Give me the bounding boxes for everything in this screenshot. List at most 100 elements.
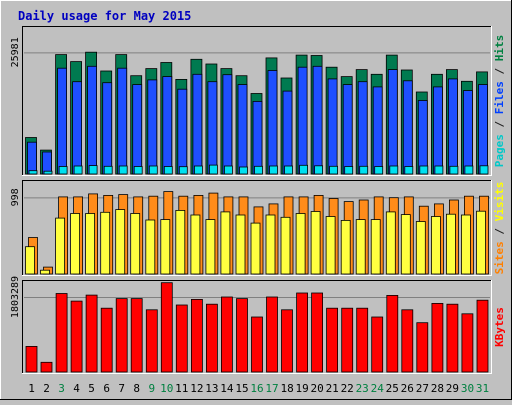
bar-visits-sites-day-18 [280,216,291,275]
chart-panels: 25981 Pages / Files / Hits 998 Sites / Visi… [10,26,506,374]
bar-hits-files-day-3 [57,67,67,175]
bar-kbytes-kbytes-day-23 [356,307,369,373]
bar-visits-sites-day-11 [175,209,186,275]
bar-kbytes-kbytes-day-18 [281,309,293,373]
bar-hits-files-day-24 [372,86,383,175]
bar-visits-sites-day-2 [40,269,50,275]
bar-hits-pages-day-15 [239,166,248,175]
bar-hits-files-day-23 [357,81,368,175]
bar-kbytes-kbytes-day-13 [205,303,218,373]
bar-hits-files-day-13 [207,81,218,175]
series-label-part-visits-1: / [493,221,506,241]
bar-hits-files-day-14 [222,74,233,175]
bar-hits-files-day-15 [237,84,248,175]
panel-visits: 998 Sites / Visits [10,180,506,276]
bar-hits-pages-day-25 [389,165,399,175]
bar-kbytes-kbytes-day-8 [130,298,143,373]
bar-hits-files-day-10 [162,76,173,175]
bar-visits-sites-day-15 [235,214,246,275]
bar-kbytes-kbytes-day-24 [371,316,384,373]
day-label-6: 6 [103,382,110,395]
bar-hits-pages-day-10 [163,166,173,175]
bar-hits-pages-day-1 [28,170,38,175]
series-label-part-visits-0: Sites [493,241,506,274]
bar-visits-sites-day-1 [25,246,35,275]
bar-hits-files-day-27 [417,100,428,175]
bar-kbytes-kbytes-day-1 [25,345,38,373]
bar-hits-files-day-22 [342,84,353,175]
ymax-label-visits: 998 [10,188,21,206]
chart-title: Daily usage for May 2015 [18,9,191,23]
bar-hits-pages-day-16 [254,165,263,175]
bar-visits-sites-day-14 [220,211,231,275]
day-label-31: 31 [476,382,489,395]
series-label-kbytes: KBytes [493,307,506,347]
bar-visits-sites-day-13 [205,219,216,275]
bar-visits-sites-day-30 [460,214,471,275]
day-label-29: 29 [446,382,459,395]
ymax-label-hits: 25981 [10,37,21,67]
bar-visits-sites-day-4 [70,213,80,275]
bar-hits-files-day-11 [177,88,188,175]
bar-kbytes-kbytes-day-16 [251,316,263,373]
bar-hits-pages-day-29 [449,165,459,175]
bar-visits-sites-day-16 [250,222,261,275]
bar-hits-pages-day-21 [329,165,339,175]
series-label-hits: Pages / Files / Hits [493,35,506,168]
series-label-part-hits-3: / [493,61,506,81]
bar-visits-sites-day-8 [130,213,141,275]
day-label-21: 21 [326,382,339,395]
day-label-25: 25 [386,382,399,395]
bar-hits-files-day-28 [432,86,443,175]
bar-kbytes-kbytes-day-21 [326,307,339,373]
bar-hits-pages-day-30 [464,165,474,175]
bar-visits-sites-day-28 [430,216,441,275]
bar-kbytes-kbytes-day-4 [70,300,83,373]
bar-kbytes-kbytes-day-2 [40,361,53,373]
day-label-17: 17 [265,382,278,395]
bar-visits-sites-day-17 [265,214,276,275]
bar-hits-files-day-6 [102,82,113,175]
bar-kbytes-kbytes-day-17 [266,296,278,373]
bar-kbytes-kbytes-day-25 [386,294,399,373]
bar-visits-sites-day-5 [85,213,95,275]
bar-hits-files-day-17 [267,70,278,175]
bar-visits-sites-day-21 [325,216,336,275]
bar-hits-pages-day-5 [88,165,98,175]
bar-hits-files-day-8 [132,84,143,175]
bar-kbytes-kbytes-day-12 [190,298,203,373]
bar-hits-pages-day-22 [344,166,354,175]
bar-kbytes-kbytes-day-22 [341,307,354,373]
bar-hits-files-day-7 [117,67,128,175]
bar-kbytes-kbytes-day-9 [145,309,158,373]
bar-visits-sites-day-26 [400,214,411,275]
bar-hits-files-day-26 [402,80,413,175]
bar-kbytes-kbytes-day-30 [461,313,474,373]
day-label-8: 8 [133,382,140,395]
bar-kbytes-kbytes-day-11 [175,304,188,373]
bar-hits-files-day-25 [387,69,398,175]
bar-kbytes-kbytes-day-10 [160,282,173,373]
ymax-label-kbytes: 1803289 [10,276,21,318]
series-label-visits: Sites / Visits [493,182,506,275]
bar-visits-sites-day-6 [100,211,111,275]
bar-hits-pages-day-24 [374,166,384,175]
series-label-part-kbytes-0: KBytes [493,307,506,347]
bar-hits-files-day-30 [462,90,473,175]
bar-visits-sites-day-22 [340,219,351,275]
bar-kbytes-kbytes-day-28 [431,302,444,373]
bar-hits-pages-day-8 [133,166,143,175]
day-label-12: 12 [190,382,203,395]
day-label-20: 20 [310,382,323,395]
bar-hits-pages-day-4 [73,165,83,175]
bar-hits-pages-day-28 [434,165,444,175]
day-labels: 1 2 3 4 5 6 7 8 9 10 11 12 13 14 15 16 17 18 19 20 21 22 23 24 2… [28,382,489,395]
series-label-part-hits-0: Pages [493,134,506,167]
bar-hits-pages-day-2 [43,170,53,175]
bar-visits-sites-day-29 [445,213,456,275]
bar-kbytes-kbytes-day-6 [100,307,113,373]
bar-hits-pages-day-11 [178,166,188,175]
bar-hits-pages-day-31 [479,165,489,175]
bar-kbytes-kbytes-day-7 [115,298,128,373]
